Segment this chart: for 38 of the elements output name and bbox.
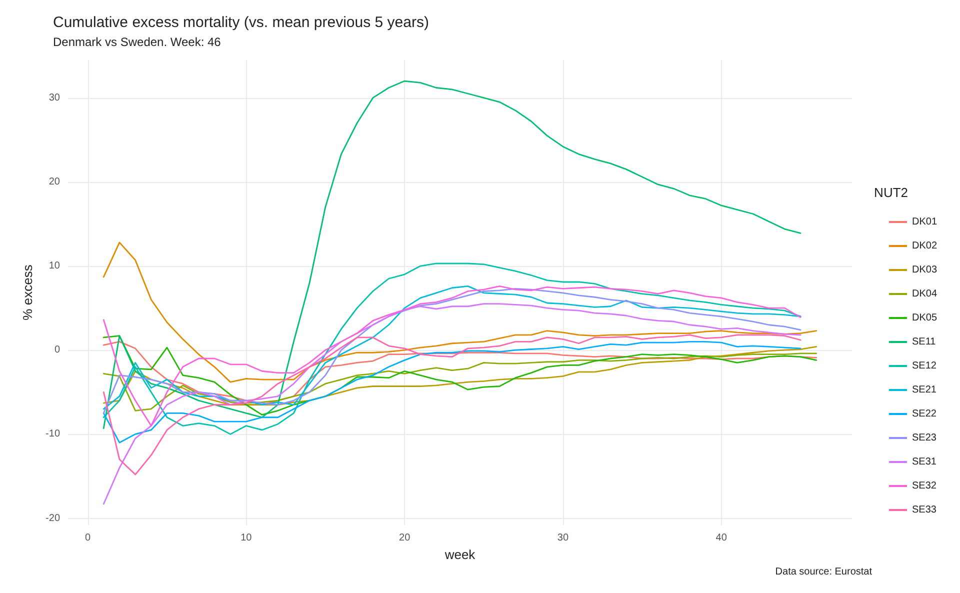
legend-label: DK01 bbox=[912, 216, 938, 228]
line-series bbox=[102, 303, 802, 505]
source-note: Data source: Eurostat bbox=[775, 566, 872, 578]
y-tick-label: -20 bbox=[46, 512, 60, 524]
x-tick-label: 10 bbox=[240, 532, 252, 544]
legend-label: SE32 bbox=[912, 480, 937, 492]
y-tick-label: 10 bbox=[48, 260, 60, 272]
y-tick-label: 20 bbox=[48, 176, 60, 188]
line-series bbox=[102, 242, 818, 383]
x-tick-label: 30 bbox=[557, 532, 569, 544]
x-tick-label: 0 bbox=[85, 532, 92, 544]
line-series bbox=[102, 262, 802, 435]
line-series bbox=[102, 80, 802, 429]
legend-label: DK04 bbox=[912, 288, 938, 300]
legend-title: NUT2 bbox=[874, 185, 908, 200]
legend-label: DK05 bbox=[912, 312, 938, 324]
y-axis-title: % excess bbox=[20, 264, 35, 320]
chart-title: Cumulative excess mortality (vs. mean previous 5 years) bbox=[53, 14, 429, 31]
legend-label: SE12 bbox=[912, 360, 937, 372]
y-tick-label: 0 bbox=[54, 344, 60, 356]
legend-label: DK02 bbox=[912, 240, 938, 252]
line-series bbox=[102, 340, 802, 444]
x-tick-label: 40 bbox=[716, 532, 728, 544]
legend-label: SE31 bbox=[912, 456, 937, 468]
line-series bbox=[102, 335, 818, 416]
line-series bbox=[102, 352, 818, 412]
legend-label: SE33 bbox=[912, 504, 937, 516]
y-tick-label: -10 bbox=[46, 428, 60, 440]
chart-subtitle: Denmark vs Sweden. Week: 46 bbox=[53, 35, 222, 49]
legend-label: SE23 bbox=[912, 432, 937, 444]
legend-label: DK03 bbox=[912, 264, 938, 276]
line-series bbox=[102, 334, 802, 476]
legend-label: SE11 bbox=[912, 336, 936, 348]
y-tick-label: 30 bbox=[48, 92, 60, 104]
x-axis-title: week bbox=[444, 546, 476, 562]
legend-label: SE22 bbox=[912, 408, 937, 420]
legend-label: SE21 bbox=[912, 384, 937, 396]
x-tick-label: 20 bbox=[399, 532, 411, 544]
